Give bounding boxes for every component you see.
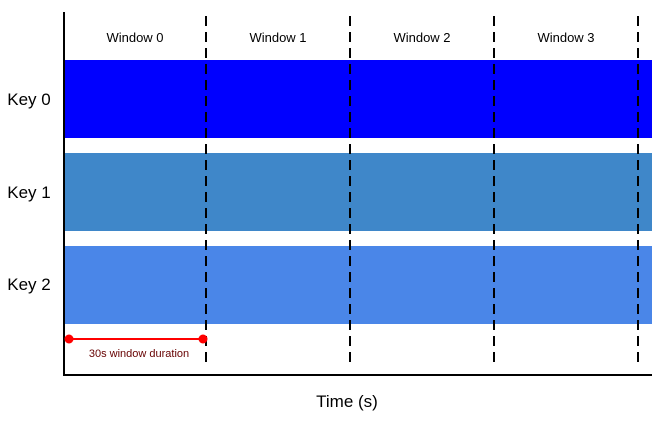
key-label-2: Key 2 bbox=[7, 275, 50, 294]
window-label-1: Window 1 bbox=[249, 30, 306, 45]
key-label-0: Key 0 bbox=[7, 90, 50, 109]
duration-label: 30s window duration bbox=[89, 348, 189, 360]
key-label-1: Key 1 bbox=[7, 183, 50, 202]
window-label-3: Window 3 bbox=[537, 30, 594, 45]
key-2-lane bbox=[65, 246, 652, 324]
duration-marker-start bbox=[64, 334, 74, 344]
x-axis-label: Time (s) bbox=[316, 392, 378, 411]
window-label-2: Window 2 bbox=[393, 30, 450, 45]
key-0-lane bbox=[65, 60, 652, 138]
window-label-0: Window 0 bbox=[106, 30, 163, 45]
key-1-lane bbox=[65, 153, 652, 231]
duration-marker-end bbox=[198, 334, 208, 344]
